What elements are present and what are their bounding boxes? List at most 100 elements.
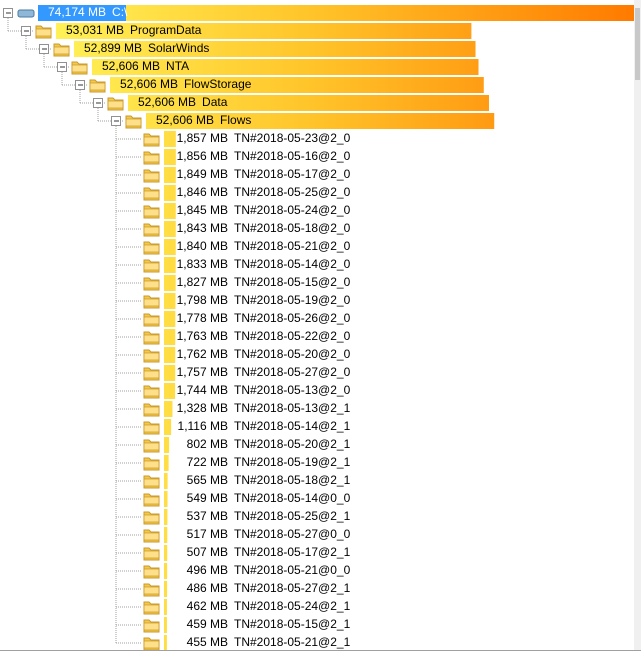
size-bar [164, 635, 167, 651]
node-name[interactable]: TN#2018-05-15@2_0 [234, 275, 351, 289]
size-bar [164, 581, 168, 597]
folder-icon-front [125, 118, 142, 127]
size-label: 52,606 MB [120, 77, 178, 91]
size-bar [164, 545, 168, 561]
node-name[interactable]: TN#2018-05-27@2_1 [234, 581, 351, 595]
node-name[interactable]: ProgramData [130, 23, 202, 37]
node-name[interactable]: SolarWinds [148, 41, 209, 55]
node-name[interactable]: TN#2018-05-19@2_1 [234, 455, 351, 469]
folder-icon-front [35, 28, 52, 37]
folder-icon-front [143, 226, 160, 235]
folder-icon-front [143, 172, 160, 181]
size-label: 1,763 MB [177, 329, 228, 343]
size-label: 1,328 MB [177, 401, 228, 415]
size-bar [164, 419, 172, 435]
node-name[interactable]: TN#2018-05-15@2_1 [234, 617, 351, 631]
folder-icon-front [143, 136, 160, 145]
node-name[interactable]: TN#2018-05-17@2_1 [234, 545, 351, 559]
node-name[interactable]: FlowStorage [184, 77, 252, 91]
size-bar [164, 203, 176, 219]
node-name[interactable]: TN#2018-05-16@2_0 [234, 149, 351, 163]
folder-icon-front [143, 406, 160, 415]
node-name[interactable]: TN#2018-05-25@2_1 [234, 509, 351, 523]
size-bar [110, 77, 484, 93]
size-label: 455 MB [187, 635, 228, 649]
node-name[interactable]: TN#2018-05-27@0_0 [234, 527, 351, 541]
folder-icon-front [143, 280, 160, 289]
rows: 74,174 MB C:\ 53,031 MB ProgramData 52,899 M… [3, 5, 637, 651]
folder-icon-front [143, 514, 160, 523]
node-name[interactable]: Flows [220, 113, 251, 127]
size-bar [164, 437, 170, 453]
size-label: 1,744 MB [177, 383, 228, 397]
folder-icon-front [143, 262, 160, 271]
size-bar [164, 149, 176, 165]
folder-icon-front [143, 568, 160, 577]
folder-icon-front [107, 100, 124, 109]
size-bar [164, 239, 176, 255]
folder-icon-front [143, 388, 160, 397]
node-name[interactable]: TN#2018-05-27@2_0 [234, 365, 351, 379]
size-label: 1,762 MB [177, 347, 228, 361]
node-name[interactable]: TN#2018-05-23@2_0 [234, 131, 351, 145]
size-label: 459 MB [187, 617, 228, 631]
node-name[interactable]: TN#2018-05-19@2_0 [234, 293, 351, 307]
node-name[interactable]: TN#2018-05-21@2_1 [234, 635, 351, 649]
folder-icon-front [143, 352, 160, 361]
node-name[interactable]: TN#2018-05-18@2_1 [234, 473, 351, 487]
size-label: 1,845 MB [177, 203, 228, 217]
folder-icon-front [143, 496, 160, 505]
folder-icon-front [143, 424, 160, 433]
folder-icon-front [89, 82, 106, 91]
node-name[interactable]: TN#2018-05-13@2_1 [234, 401, 351, 415]
size-label: 507 MB [187, 545, 228, 559]
size-label: 486 MB [187, 581, 228, 595]
node-name[interactable]: TN#2018-05-20@2_1 [234, 437, 351, 451]
size-bar [164, 599, 167, 615]
size-bar [56, 23, 472, 39]
folder-icon-front [143, 532, 160, 541]
size-label: 1,827 MB [177, 275, 228, 289]
folder-icon-front [143, 334, 160, 343]
node-name[interactable]: TN#2018-05-24@2_1 [234, 599, 351, 613]
folder-icon-front [143, 244, 160, 253]
node-name[interactable]: TN#2018-05-17@2_0 [234, 167, 351, 181]
node-name[interactable]: TN#2018-05-20@2_0 [234, 347, 351, 361]
size-bar [146, 113, 495, 129]
folder-icon-front [143, 550, 160, 559]
node-name[interactable]: TN#2018-05-21@0_0 [234, 563, 351, 577]
node-name[interactable]: TN#2018-05-25@2_0 [234, 185, 351, 199]
size-bar [164, 257, 176, 273]
node-name[interactable]: C:\ [112, 5, 128, 19]
node-name[interactable]: TN#2018-05-14@2_0 [234, 257, 351, 271]
node-name[interactable]: TN#2018-05-13@2_0 [234, 383, 351, 397]
size-bar [164, 509, 168, 525]
size-label: 722 MB [187, 455, 228, 469]
node-name[interactable]: TN#2018-05-22@2_0 [234, 329, 351, 343]
node-name[interactable]: TN#2018-05-14@0_0 [234, 491, 351, 505]
scrollbar-thumb[interactable] [635, 8, 640, 80]
size-bar [164, 527, 168, 543]
folder-icon-front [143, 478, 160, 487]
scrollbar-track[interactable] [634, 0, 641, 650]
size-label: 496 MB [187, 563, 228, 577]
size-label: 1,856 MB [177, 149, 228, 163]
size-bar [164, 185, 176, 201]
node-name[interactable]: TN#2018-05-14@2_1 [234, 419, 351, 433]
folder-icon-front [53, 46, 70, 55]
folder-icon-front [143, 316, 160, 325]
node-name[interactable]: Data [202, 95, 228, 109]
node-name[interactable]: NTA [166, 59, 189, 73]
size-label: 52,606 MB [102, 59, 160, 73]
size-bar [164, 473, 168, 489]
node-name[interactable]: TN#2018-05-18@2_0 [234, 221, 351, 235]
node-name[interactable]: TN#2018-05-26@2_0 [234, 311, 351, 325]
size-label: 52,606 MB [138, 95, 196, 109]
folder-icon-front [143, 586, 160, 595]
size-bar [164, 617, 167, 633]
node-name[interactable]: TN#2018-05-24@2_0 [234, 203, 351, 217]
folder-icon-front [143, 604, 160, 613]
size-bar [164, 329, 176, 345]
node-name[interactable]: TN#2018-05-21@2_0 [234, 239, 351, 253]
folder-icon-front [143, 154, 160, 163]
